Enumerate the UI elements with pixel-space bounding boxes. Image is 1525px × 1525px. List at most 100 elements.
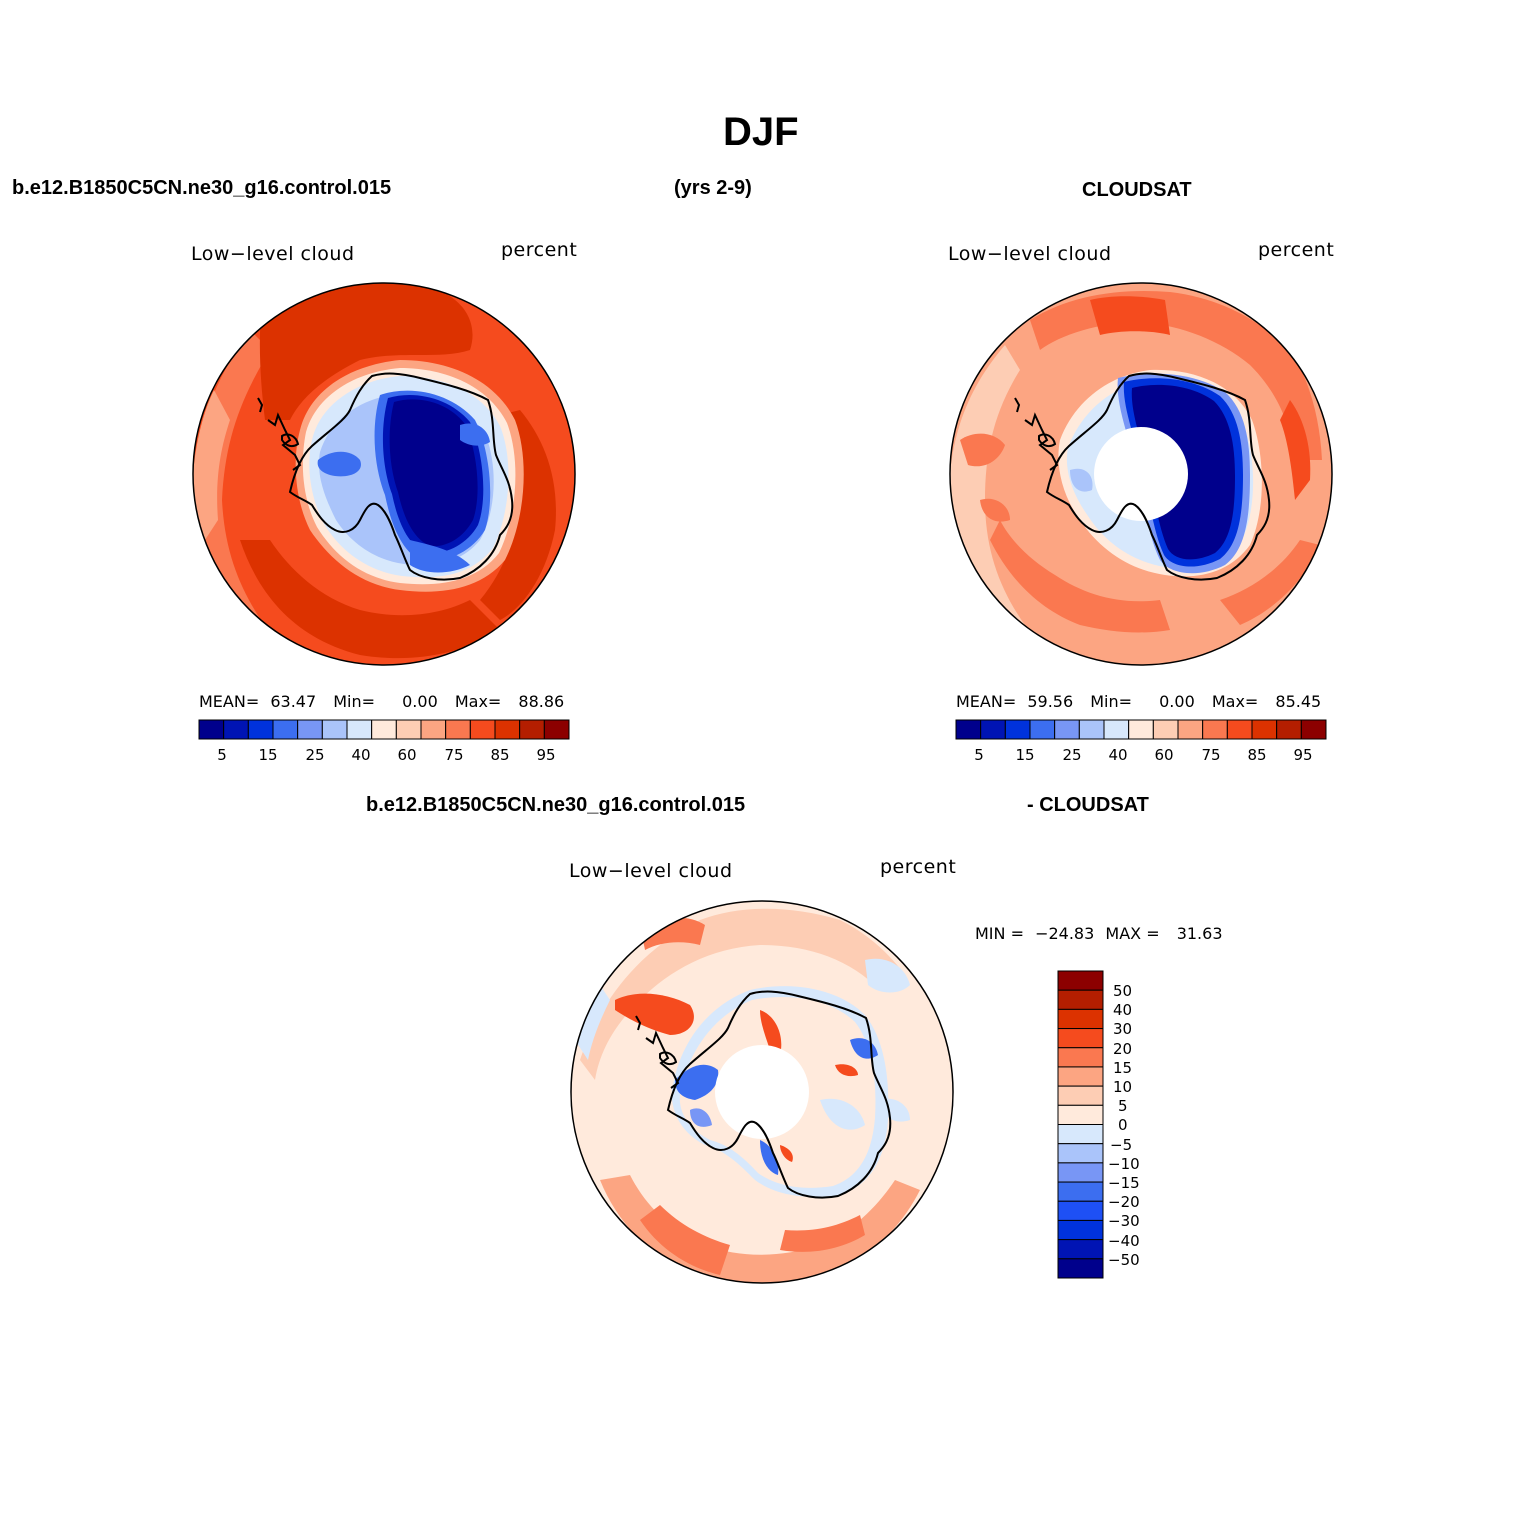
- diff-cb-tick: 30: [1113, 1020, 1133, 1038]
- model-cb-tick: 75: [444, 746, 464, 764]
- diff-cb-tick: 0: [1118, 1116, 1128, 1134]
- diff-colorbar-box: [1057, 1008, 1104, 1030]
- model-colorbar: [198, 719, 570, 740]
- model-variable-label: Low−level cloud: [191, 243, 355, 265]
- obs-cb-tick: 85: [1247, 746, 1267, 764]
- obs-name: CLOUDSAT: [1082, 179, 1192, 201]
- diff-min-label: MIN =: [975, 924, 1024, 943]
- obs-min-label: Min=: [1090, 692, 1133, 711]
- diff-cb-tick: −10: [1108, 1155, 1140, 1173]
- model-colorbar-box: [272, 719, 299, 740]
- diff-colorbar-box: [1057, 970, 1104, 991]
- model-colorbar-box: [297, 719, 323, 740]
- diff-stats: MIN = −24.83 MAX = 31.63: [975, 924, 1223, 943]
- model-max-label: Max=: [454, 692, 502, 711]
- model-mean-value: 63.47: [270, 692, 317, 711]
- model-cb-tick: 15: [258, 746, 278, 764]
- diff-colorbar-box: [1057, 1219, 1104, 1241]
- obs-cb-tick: 60: [1154, 746, 1174, 764]
- diff-colorbar-box: [1057, 1258, 1104, 1279]
- diff-cb-tick: −40: [1108, 1232, 1140, 1250]
- diff-cb-tick: −15: [1108, 1174, 1140, 1192]
- obs-colorbar-box: [955, 719, 982, 740]
- model-colorbar-box: [346, 719, 373, 740]
- diff-coastline: [635, 990, 892, 1199]
- model-colorbar-box: [445, 719, 471, 740]
- obs-variable-label: Low−level cloud: [948, 243, 1112, 265]
- model-colorbar-box: [494, 719, 521, 740]
- obs-cb-tick: 5: [974, 746, 984, 764]
- case-name: b.e12.B1850C5CN.ne30_g16.control.015: [12, 177, 392, 199]
- model-min-value: 0.00: [402, 692, 438, 711]
- model-colorbar-box: [321, 719, 348, 740]
- diff-max-label: MAX =: [1105, 924, 1160, 943]
- model-colorbar-box: [247, 719, 274, 740]
- diff-cb-tick: 5: [1118, 1097, 1128, 1115]
- obs-max-value: 85.45: [1275, 692, 1322, 711]
- obs-colorbar-box: [1128, 719, 1154, 740]
- diff-min-value: −24.83: [1035, 924, 1095, 943]
- model-colorbar-box: [543, 719, 570, 740]
- diff-units-label: percent: [880, 856, 957, 878]
- obs-cb-tick: 75: [1201, 746, 1221, 764]
- diff-cb-tick: 20: [1113, 1040, 1133, 1058]
- model-colorbar-box: [519, 719, 545, 740]
- figure-title: DJF: [723, 110, 799, 154]
- model-min-label: Min=: [333, 692, 376, 711]
- model-stats: MEAN= 63.47 Min= 0.00 Max= 88.86: [199, 692, 564, 711]
- model-coastline: [257, 372, 514, 581]
- obs-colorbar-box: [1103, 719, 1130, 740]
- diff-obs-name: - CLOUDSAT: [1027, 794, 1149, 816]
- obs-colorbar-box: [1177, 719, 1204, 740]
- model-cb-tick: 95: [536, 746, 556, 764]
- diff-colorbar-box: [1057, 1124, 1104, 1145]
- diff-cb-tick: 50: [1113, 982, 1133, 1000]
- diff-colorbar-box: [1057, 1181, 1104, 1202]
- obs-min-value: 0.00: [1159, 692, 1195, 711]
- model-cb-tick: 25: [305, 746, 325, 764]
- obs-colorbar-box: [1202, 719, 1228, 740]
- diff-colorbar: [1057, 970, 1104, 1279]
- diff-map-border: [570, 900, 954, 1284]
- obs-colorbar-box: [1226, 719, 1253, 740]
- obs-colorbar-box: [1276, 719, 1302, 740]
- diff-cb-tick: 15: [1113, 1059, 1133, 1077]
- diff-colorbar-box: [1057, 989, 1104, 1010]
- model-map-border: [192, 282, 576, 666]
- diff-colorbar-box: [1057, 1047, 1104, 1068]
- diff-colorbar-box: [1057, 1200, 1104, 1221]
- obs-colorbar-box: [980, 719, 1006, 740]
- obs-colorbar-box: [1078, 719, 1105, 740]
- model-colorbar-box: [395, 719, 422, 740]
- obs-map-border: [949, 282, 1333, 666]
- diff-cb-tick: −5: [1110, 1136, 1133, 1154]
- obs-colorbar-box: [1029, 719, 1056, 740]
- diff-cb-tick: 40: [1113, 1001, 1133, 1019]
- model-cb-tick: 40: [351, 746, 371, 764]
- model-mean-label: MEAN=: [199, 692, 260, 711]
- obs-stats: MEAN= 59.56 Min= 0.00 Max= 85.45: [956, 692, 1321, 711]
- obs-cb-tick: 95: [1293, 746, 1313, 764]
- model-cb-tick: 85: [490, 746, 510, 764]
- model-units-label: percent: [501, 239, 578, 261]
- diff-colorbar-box: [1057, 1239, 1104, 1260]
- diff-colorbar-box: [1057, 1104, 1104, 1125]
- obs-cb-tick: 40: [1108, 746, 1128, 764]
- diff-case-name: b.e12.B1850C5CN.ne30_g16.control.015: [366, 794, 746, 816]
- diff-cb-tick: −50: [1108, 1251, 1140, 1269]
- diff-colorbar-box: [1057, 1162, 1104, 1183]
- obs-colorbar-box: [1004, 719, 1031, 740]
- diff-variable-label: Low−level cloud: [569, 860, 733, 882]
- obs-polar-map: [950, 283, 1332, 665]
- diff-colorbar-box: [1057, 1085, 1104, 1106]
- model-colorbar-box: [223, 719, 249, 740]
- model-colorbar-box: [469, 719, 496, 740]
- obs-colorbar-box: [1054, 719, 1080, 740]
- diff-colorbar-box: [1057, 1143, 1104, 1164]
- obs-colorbar-box: [1251, 719, 1278, 740]
- model-cb-tick: 5: [217, 746, 227, 764]
- model-cb-tick: 60: [397, 746, 417, 764]
- obs-mean-value: 59.56: [1027, 692, 1074, 711]
- obs-mean-label: MEAN=: [956, 692, 1017, 711]
